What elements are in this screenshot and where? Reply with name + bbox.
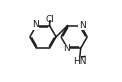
Text: N: N (32, 20, 39, 29)
Text: N: N (63, 44, 70, 53)
Text: N: N (79, 21, 86, 30)
Text: HN: HN (73, 57, 86, 66)
Text: Cl: Cl (46, 15, 55, 24)
